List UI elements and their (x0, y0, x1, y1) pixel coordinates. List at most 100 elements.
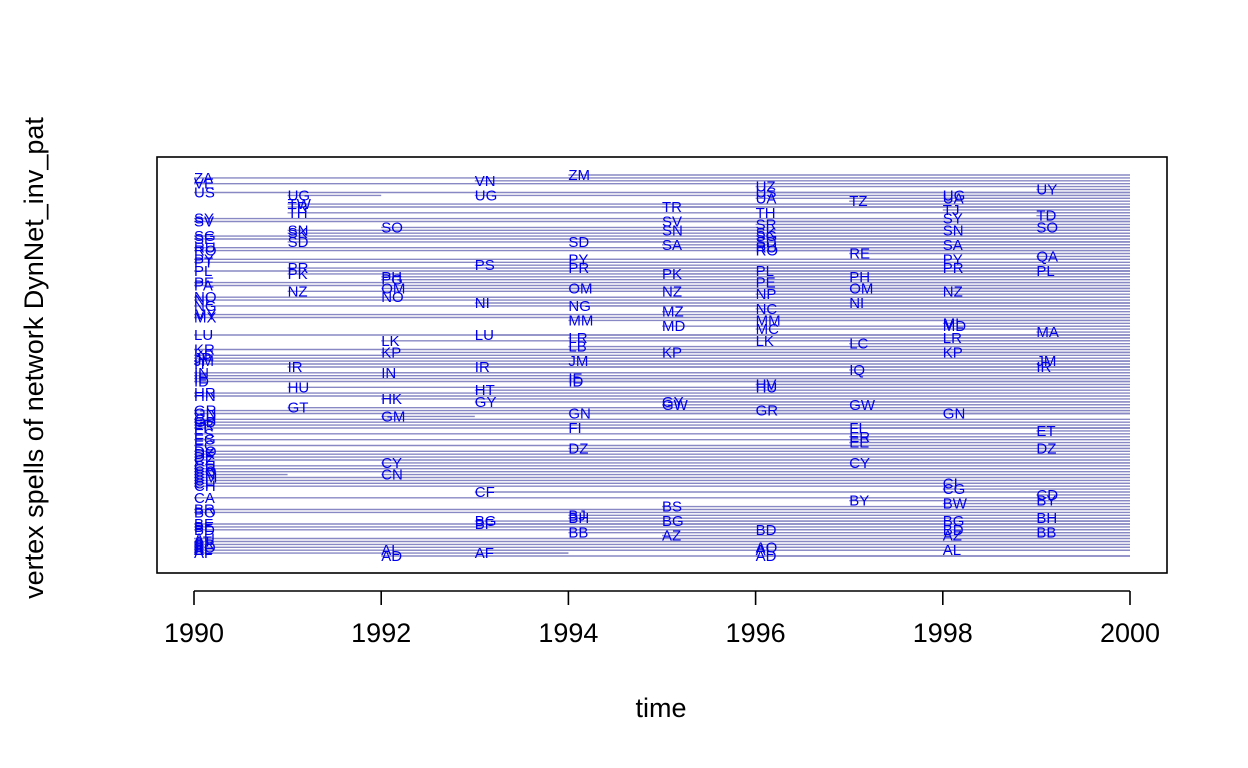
vertex-label-iq-0: IQ (849, 362, 865, 379)
vertex-label-md-1: MD (943, 318, 966, 335)
vertex-label-ph-0: PH (381, 269, 402, 286)
vertex-label-ng-0: NG (194, 298, 217, 315)
vertex-label-bs-0: BS (662, 499, 682, 516)
vertex-label-my-0: MY (194, 307, 217, 324)
vertex-label-eg-0: EG (194, 432, 216, 449)
vertex-label-er-0: ER (849, 429, 870, 446)
vertex-label-ml-0: ML (943, 315, 964, 332)
vertex-label-al-1: AL (381, 542, 399, 559)
vertex-label-gw-0: GW (662, 397, 689, 414)
vertex-label-hr-0: HR (194, 385, 216, 402)
vertex-label-tr-0: TR (288, 199, 308, 216)
vertex-label-cg-0: CG (943, 481, 966, 498)
vertex-label-bo-0: BO (194, 504, 216, 521)
vertex-label-gb-0: GB (194, 414, 216, 431)
vertex-label-sk-0: SK (288, 225, 308, 242)
vertex-label-lr-1: LR (943, 330, 962, 347)
vertex-label-za-0: ZA (194, 170, 213, 187)
vertex-label-ph-1: PH (849, 269, 870, 286)
vertex-label-ke-0: KE (194, 347, 214, 364)
vertex-label-fi-2: FI (849, 420, 862, 437)
vertex-label-md-0: MD (662, 318, 685, 335)
vertex-label-af-0: AF (194, 545, 213, 562)
vertex-label-az-0: AZ (662, 528, 681, 545)
vertex-label-ro-0: RO (194, 243, 217, 260)
vertex-label-py-0: PY (194, 251, 214, 268)
vertex-label-ug-1: UG (475, 187, 498, 204)
vertex-label-az-1: AZ (943, 528, 962, 545)
vertex-label-sk-1: SK (756, 225, 776, 242)
vertex-label-cf-0: CF (475, 484, 495, 501)
vertex-label-sn-2: SN (943, 222, 964, 239)
vertex-label-lb-0: LB (568, 339, 586, 356)
vertex-label-in-1: IN (381, 365, 396, 382)
vertex-label-hv-0: HV (756, 376, 777, 393)
vertex-label-mz-0: MZ (662, 304, 684, 321)
vertex-label-al-2: AL (756, 542, 774, 559)
vertex-label-hn-0: HN (194, 388, 216, 405)
vertex-label-re-0: RE (849, 246, 870, 263)
vertex-label-sv-1: SV (662, 214, 682, 231)
vertex-label-ht-0: HT (475, 382, 495, 399)
vertex-label-al-0: AL (194, 542, 212, 559)
vertex-label-bw-0: BW (943, 496, 968, 513)
vertex-label-bg-1: BG (662, 513, 684, 530)
vertex-label-sd-2: SD (756, 234, 777, 251)
vertex-label-sd-0: SD (288, 234, 309, 251)
vertex-label-al-3: AL (943, 542, 961, 559)
vertex-label-lu-0: LU (194, 327, 213, 344)
vertex-label-ci-0: CI (194, 475, 209, 492)
vertex-label-cn-0: CN (194, 467, 216, 484)
vertex-label-sg-1: SG (756, 228, 778, 245)
vertex-label-pa-0: PA (194, 278, 213, 295)
vertex-label-id-1: ID (568, 374, 583, 391)
vertex-label-cr-0: CR (194, 461, 216, 478)
vertex-label-py-2: PY (943, 251, 963, 268)
vertex-label-ad-1: AD (756, 548, 777, 565)
vertex-label-bh-1: BH (1036, 510, 1057, 527)
vertex-label-by-0: BY (849, 493, 869, 510)
vertex-label-sv-0: SV (194, 214, 214, 231)
vertex-label-th-1: TH (756, 205, 776, 222)
vertex-label-bg-2: BG (943, 513, 965, 530)
spell-lines (194, 174, 1130, 557)
vertex-label-gr-1: GR (756, 403, 779, 420)
vertex-label-ci-1: CI (943, 475, 958, 492)
vertex-label-ve-0: VE (194, 176, 214, 193)
vertex-label-pg-0: PG (381, 272, 403, 289)
vertex-label-om-0: OM (381, 280, 405, 297)
vertex-label-pe-0: PE (194, 275, 214, 292)
vertex-label-gy-1: GY (662, 394, 684, 411)
vertex-label-no-0: NO (194, 289, 217, 306)
x-axis-label: time (635, 693, 686, 723)
vertex-label-us-0: US (194, 185, 215, 202)
vertex-label-ug-2: UG (943, 187, 966, 204)
vertex-label-bd-1: BD (756, 522, 777, 539)
vertex-label-lk-0: LK (381, 333, 399, 350)
vertex-label-cd-0: CD (1036, 487, 1058, 504)
vertex-label-es-0: ES (194, 426, 214, 443)
vertex-label-ua-0: UA (756, 190, 777, 207)
vertex-label-gn-2: GN (943, 406, 966, 423)
vertex-label-th-0: TH (288, 205, 308, 222)
vertex-label-om-1: OM (568, 280, 592, 297)
vertex-label-jp-0: JP (194, 350, 212, 367)
vertex-label-tw-0: TW (288, 196, 312, 213)
vertex-label-tz-0: TZ (849, 193, 867, 210)
vertex-label-de-0: DE (194, 449, 215, 466)
vertex-label-hu-1: HU (756, 379, 778, 396)
vertex-label-ao-1: AO (756, 539, 778, 556)
vertex-label-om-2: OM (849, 280, 873, 297)
vertex-label-et-0: ET (1036, 423, 1055, 440)
vertex-label-fi-0: FI (194, 420, 207, 437)
vertex-label-cu-0: CU (194, 458, 216, 475)
vertex-label-gm-0: GM (381, 408, 405, 425)
vertex-label-kr-0: KR (194, 342, 215, 359)
vertex-label-pl-0: PL (194, 263, 212, 280)
vertex-label-dk-0: DK (194, 446, 215, 463)
vertex-label-ec-0: EC (194, 438, 215, 455)
vertex-label-td-0: TD (1036, 208, 1056, 225)
vertex-label-ug-0: UG (288, 187, 311, 204)
vertex-label-gh-0: GH (194, 411, 217, 428)
